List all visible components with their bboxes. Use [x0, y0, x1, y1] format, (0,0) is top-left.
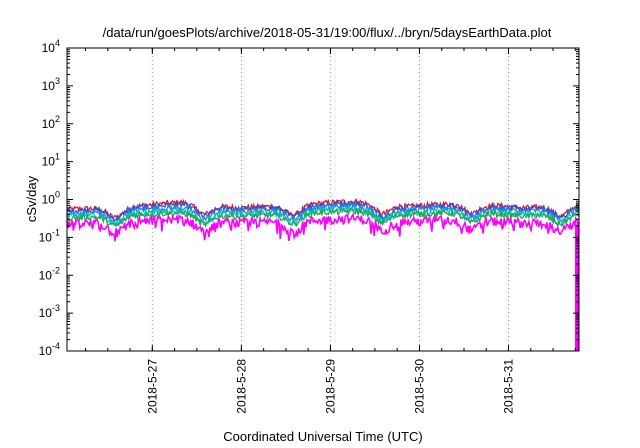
x-tick-label: 2018-5-31 — [502, 359, 516, 414]
y-axis: 104 103 102 101 100 10-1 10-2 10-3 10-4 — [39, 38, 579, 358]
x-axis: 2018-5-27 2018-5-28 2018-5-29 2018-5-30 2018… — [85, 48, 576, 414]
chart-title: /data/run/goesPlots/archive/2018-05-31/1… — [103, 25, 552, 40]
series-end-drop — [575, 224, 579, 351]
y-tick-label: 10-2 — [39, 265, 60, 282]
y-tick-label: 10-1 — [39, 227, 60, 244]
series-line — [66, 207, 580, 229]
plot-frame — [66, 47, 580, 352]
y-tick-label: 10-3 — [39, 303, 60, 320]
y-tick-label: 103 — [42, 76, 60, 93]
y-tick-label: 10-4 — [39, 341, 60, 358]
series-line — [66, 212, 580, 242]
series-group — [66, 198, 580, 351]
x-tick-label: 2018-5-30 — [412, 359, 426, 414]
y-axis-label: cSv/day — [24, 175, 39, 222]
series-line — [66, 201, 580, 224]
y-tick-label: 104 — [42, 38, 60, 55]
x-tick-label: 2018-5-28 — [234, 359, 248, 414]
x-tick-label: 2018-5-29 — [323, 359, 337, 414]
grid — [151, 48, 510, 351]
x-axis-label: Coordinated Universal Time (UTC) — [223, 429, 422, 444]
y-tick-label: 100 — [42, 190, 60, 207]
y-tick-label: 101 — [42, 152, 60, 169]
x-tick-label: 2018-5-27 — [145, 359, 159, 414]
y-tick-label: 102 — [42, 114, 60, 131]
